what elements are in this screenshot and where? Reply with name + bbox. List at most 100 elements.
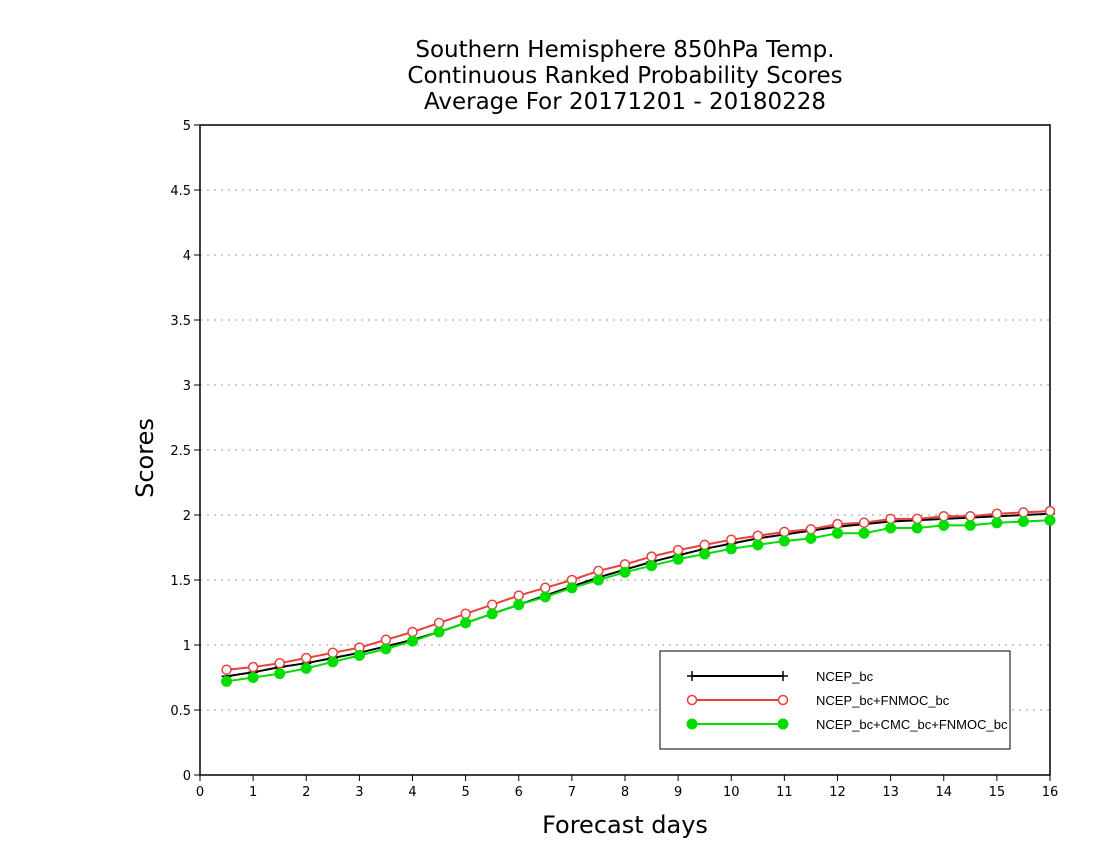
y-tick-label: 5 [183,119,191,134]
x-tick-label: 7 [568,785,576,800]
y-axis-label: Scores [131,418,159,498]
data-point [221,675,233,687]
data-point [699,548,711,560]
x-tick-label: 6 [515,785,523,800]
x-tick-label: 16 [1042,785,1059,800]
legend-item-2: NCEP_bc+CMC_bc+FNMOC_bc [686,717,1008,732]
data-point [885,513,896,525]
data-point [911,522,923,534]
data-point [646,560,658,572]
data-point [300,662,312,674]
data-point [964,519,976,531]
legend-marker [778,671,788,681]
data-point [699,539,710,551]
data-point [380,634,392,646]
data-point [965,511,976,522]
data-point [1017,516,1029,527]
x-tick-label: 2 [302,785,310,800]
y-tick-label: 1.5 [170,574,191,589]
data-point [1044,505,1056,517]
data-point [247,661,259,673]
data-point [513,599,525,611]
data-point [991,508,1003,519]
legend-marker [686,694,698,706]
data-point [513,590,524,601]
data-point [327,647,339,659]
data-point [274,657,285,669]
grid-lines [200,189,1050,711]
legend-label: NCEP_bc [816,669,874,684]
chart-title-line-3: Average For 20171201 - 20180228 [423,89,827,115]
data-point [938,511,949,522]
data-point [540,582,551,594]
x-tick-label: 11 [776,785,793,800]
x-tick-label: 13 [882,785,899,800]
series-line [226,510,1051,671]
data-point [380,643,392,655]
data-point [646,551,657,562]
data-point [858,517,870,529]
data-point [805,532,817,544]
data-point [566,582,578,594]
data-point [911,513,923,525]
data-point [274,668,286,680]
x-tick-label: 10 [723,785,740,800]
data-point [858,527,870,539]
legend-marker [777,718,789,730]
data-point [539,591,551,603]
data-point [778,535,790,547]
data-point [991,517,1003,529]
legend-marker [686,718,698,730]
legend-label: NCEP_bc+CMC_bc+FNMOC_bc [816,717,1008,732]
legend-label: NCEP_bc+FNMOC_bc [816,693,950,708]
legend-marker [687,671,697,681]
data-point [460,617,472,629]
data-point [805,524,817,535]
series-2 [221,514,1056,687]
x-axis-ticks: 0 1 2 3 4 5 6 7 8 9 10 11 12 13 14 15 16 [196,775,1058,800]
data-point [486,599,498,610]
data-point [433,626,445,638]
y-tick-label: 0.5 [170,704,191,719]
x-tick-label: 15 [989,785,1006,800]
y-axis-ticks: 0 0.5 1 1.5 2 2.5 3 3.5 4 4.5 5 [170,119,200,784]
x-tick-label: 3 [355,785,363,800]
y-tick-label: 4 [183,249,191,264]
x-tick-label: 12 [829,785,846,800]
data-point [221,664,232,675]
data-point [433,617,445,629]
data-point [619,566,631,578]
legend-item-1: NCEP_bc+FNMOC_bc [686,693,950,708]
data-point [938,519,950,531]
data-point [725,543,737,555]
legend: NCEP_bc NCEP_bc+FNMOC_bc NCEP_bc+CMC_bc+FN… [659,650,1011,750]
data-point [832,518,843,530]
data-point [327,656,339,668]
data-point [832,527,843,539]
series-lines [221,505,1056,687]
data-point [407,626,418,638]
series-1 [221,505,1056,675]
y-tick-label: 2 [183,509,191,524]
data-point [592,574,604,586]
chart-title-line-2: Continuous Ranked Probability Scores [407,63,843,89]
y-tick-label: 0 [183,769,191,784]
data-point [353,649,365,661]
legend-marker [777,694,789,706]
x-tick-label: 5 [461,785,469,800]
y-tick-label: 3.5 [170,314,191,329]
y-tick-label: 2.5 [170,444,191,459]
x-tick-label: 0 [196,785,204,800]
chart-title-line-1: Southern Hemisphere 850hPa Temp. [415,37,835,63]
data-point [460,608,471,620]
data-point [486,608,498,620]
data-point [672,544,684,556]
data-point [885,522,897,534]
data-point [752,530,764,542]
x-tick-label: 1 [249,785,257,800]
y-tick-label: 1 [183,639,191,654]
legend-item-0: NCEP_bc [687,669,874,684]
data-point [1018,507,1029,518]
data-point [593,565,604,577]
